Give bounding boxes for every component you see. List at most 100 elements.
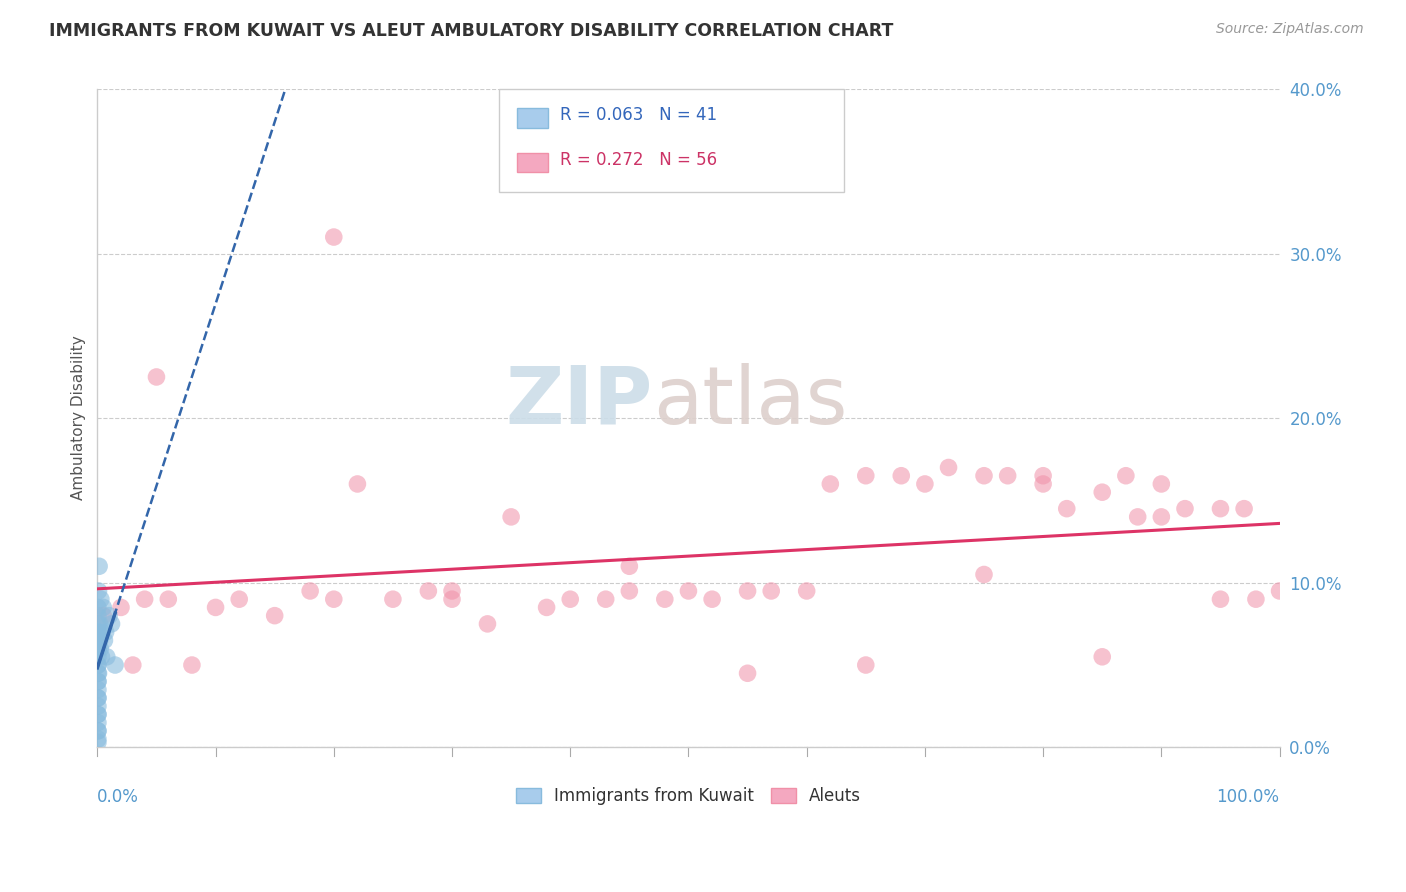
Point [619,584,641,599]
Point [855,658,877,673]
Point [700,592,723,607]
Point [90,649,112,664]
Point [98,608,121,623]
Point [1244,592,1267,607]
Point [501,509,523,524]
Point [110,600,132,615]
Text: Source: ZipAtlas.com: Source: ZipAtlas.com [1216,22,1364,37]
Point [560,592,582,607]
Point [87,641,110,656]
Point [322,592,344,607]
Point [145,370,167,384]
Point [299,584,322,599]
Point [1091,649,1114,664]
Point [737,666,759,681]
Point [89,641,111,656]
Point [87,641,110,656]
Point [1150,509,1173,524]
Point [87,625,110,640]
Point [91,608,114,623]
Point [820,477,842,491]
Point [536,600,558,615]
Point [619,559,641,574]
Point [1115,468,1137,483]
Point [855,468,877,483]
Point [87,707,110,722]
Point [1032,468,1054,483]
Point [87,735,110,749]
Point [134,592,156,607]
Point [1150,477,1173,491]
Point [96,649,118,664]
Point [973,468,995,483]
Point [87,600,110,615]
Point [1126,509,1149,524]
Point [87,690,110,705]
Point [346,477,368,491]
Point [678,584,700,599]
Point [973,567,995,582]
Point [121,658,143,673]
Point [87,682,110,697]
Point [87,633,110,648]
Point [87,649,110,664]
Point [87,715,110,730]
Point [890,468,912,483]
Point [440,592,463,607]
Point [1233,501,1256,516]
Point [87,658,110,673]
Point [87,674,110,689]
Point [938,460,960,475]
Point [87,674,110,689]
Point [381,592,404,607]
Point [914,477,936,491]
Point [87,723,110,738]
Point [157,592,180,607]
Point [93,633,115,648]
Point [477,616,499,631]
Text: ZIP: ZIP [506,363,652,441]
Point [91,625,114,640]
Point [997,468,1019,483]
Point [204,600,226,615]
Point [104,658,127,673]
Point [761,584,783,599]
Point [87,732,110,747]
Point [87,690,110,705]
Point [440,584,463,599]
Point [89,616,111,631]
Point [1268,584,1291,599]
Point [87,625,110,640]
Point [89,633,111,648]
Point [1209,592,1232,607]
Point [87,666,110,681]
Point [263,608,285,623]
Point [87,584,110,599]
Point [91,600,114,615]
Y-axis label: Ambulatory Disability: Ambulatory Disability [72,335,86,500]
Point [87,699,110,714]
Point [1174,501,1197,516]
Point [737,584,759,599]
Point [181,658,204,673]
Point [87,723,110,738]
Text: R = 0.272   N = 56: R = 0.272 N = 56 [560,151,717,169]
Point [87,658,110,673]
Point [94,625,117,640]
Text: 0.0%: 0.0% [97,789,139,806]
Point [87,616,110,631]
Point [1032,477,1054,491]
Point [1056,501,1078,516]
Point [100,616,122,631]
Point [418,584,440,599]
Point [1091,485,1114,500]
Point [228,592,250,607]
Point [595,592,617,607]
Point [89,559,111,574]
Point [322,230,344,244]
Text: IMMIGRANTS FROM KUWAIT VS ALEUT AMBULATORY DISABILITY CORRELATION CHART: IMMIGRANTS FROM KUWAIT VS ALEUT AMBULATO… [49,22,894,40]
Point [87,707,110,722]
Text: 100.0%: 100.0% [1216,789,1279,806]
Text: atlas: atlas [652,363,848,441]
Point [87,666,110,681]
